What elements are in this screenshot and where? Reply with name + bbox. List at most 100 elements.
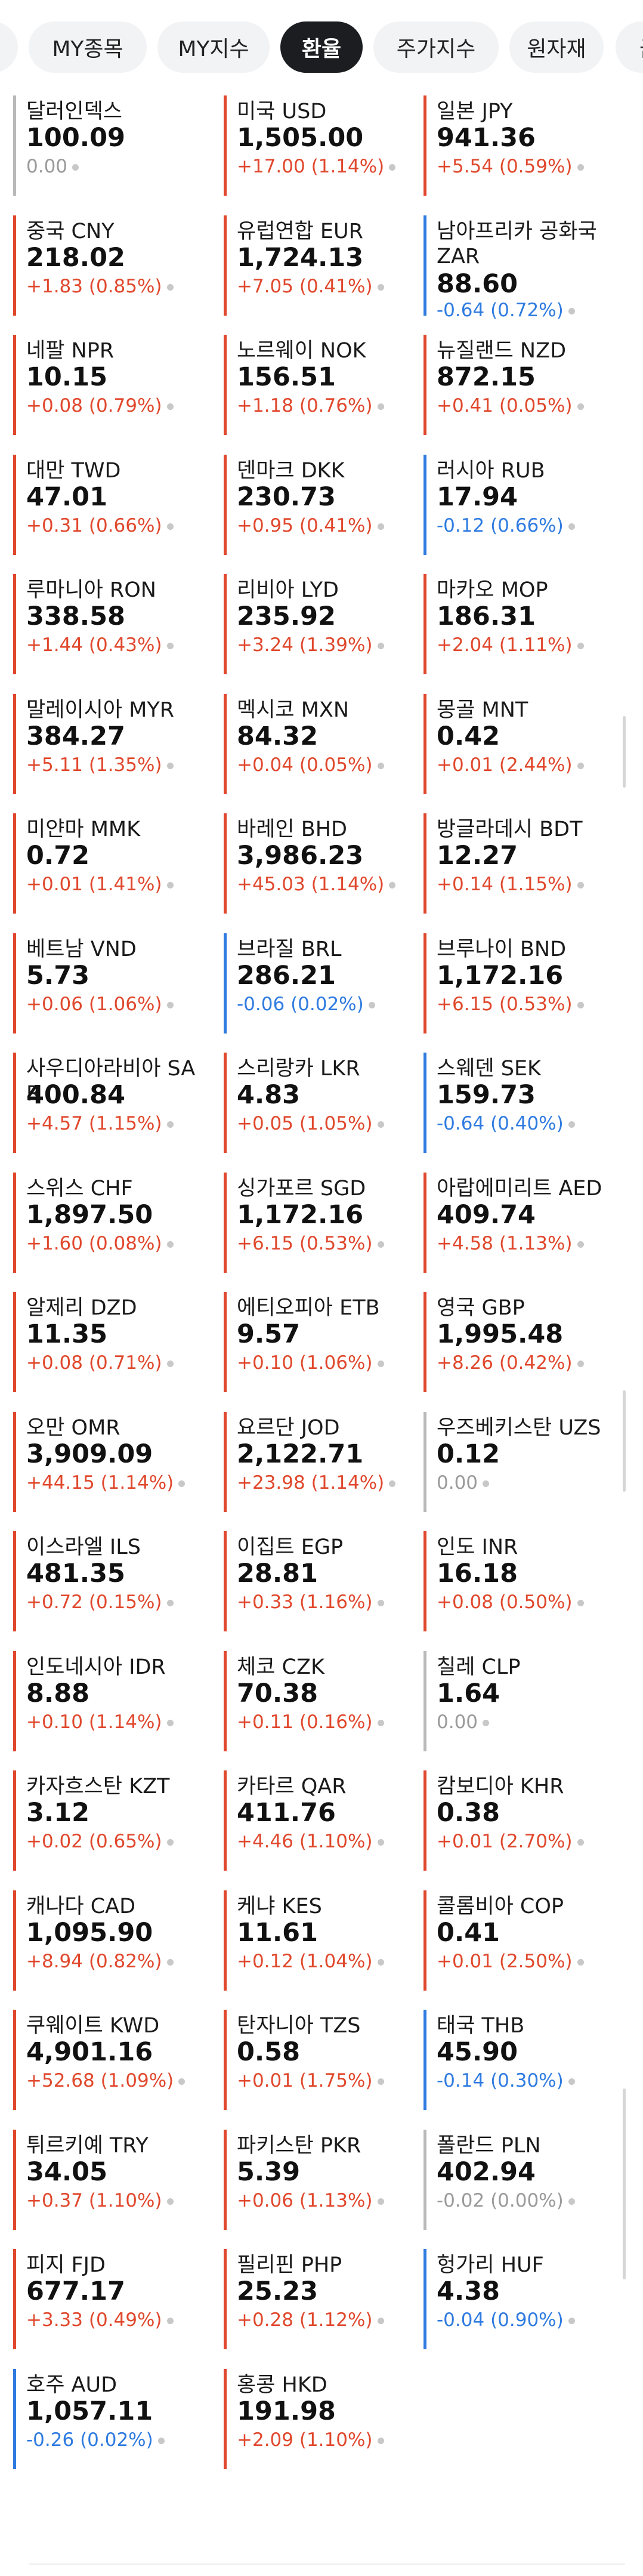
currency-card[interactable]: 스웨덴 SEK 159.73 -0.64 (0.40%) bbox=[423, 1053, 620, 1172]
currency-name: 카자흐스탄 KZT bbox=[26, 1775, 170, 1798]
status-dot-icon bbox=[377, 1121, 384, 1128]
status-dot-icon bbox=[577, 1600, 584, 1606]
currency-card[interactable]: 몽골 MNT 0.42 +0.01 (2.44%) bbox=[423, 694, 620, 813]
currency-card[interactable]: 리비아 LYD 235.92 +3.24 (1.39%) bbox=[224, 574, 421, 693]
currency-card[interactable]: 미국 USD 1,505.00 +17.00 (1.14%) bbox=[224, 95, 421, 215]
tab-my-indices[interactable]: MY지수 bbox=[157, 21, 270, 73]
currency-card[interactable]: 싱가포르 SGD 1,172.16 +6.15 (0.53%) bbox=[224, 1173, 421, 1292]
currency-card[interactable]: 인도네시아 IDR 8.88 +0.10 (1.14%) bbox=[13, 1651, 210, 1770]
change-indicator-bar bbox=[423, 1292, 426, 1392]
currency-change: +0.06 (1.06%) bbox=[26, 993, 174, 1016]
currency-card[interactable]: 칠레 CLP 1.64 0.00 bbox=[423, 1651, 620, 1770]
currency-card[interactable]: 튀르키예 TRY 34.05 +0.37 (1.10%) bbox=[13, 2130, 210, 2249]
currency-card[interactable]: 덴마크 DKK 230.73 +0.95 (0.41%) bbox=[224, 455, 421, 574]
tab-gold[interactable]: 금 bbox=[616, 21, 643, 73]
change-indicator-bar bbox=[423, 933, 426, 1034]
status-dot-icon bbox=[166, 1720, 174, 1726]
currency-card[interactable]: 요르단 JOD 2,122.71 +23.98 (1.14%) bbox=[224, 1412, 421, 1531]
currency-price: 338.58 bbox=[26, 601, 125, 631]
currency-card[interactable]: 체코 CZK 70.38 +0.11 (0.16%) bbox=[224, 1651, 421, 1770]
change-indicator-bar bbox=[224, 813, 227, 914]
currency-card[interactable]: 브라질 BRL 286.21 -0.06 (0.02%) bbox=[224, 933, 421, 1053]
currency-card[interactable]: 필리핀 PHP 25.23 +0.28 (1.12%) bbox=[224, 2249, 421, 2368]
currency-card[interactable]: 캄보디아 KHR 0.38 +0.01 (2.70%) bbox=[423, 1770, 620, 1890]
currency-card[interactable]: 달러인덱스 100.09 0.00 bbox=[13, 95, 210, 215]
currency-card[interactable]: 스리랑카 LKR 4.83 +0.05 (1.05%) bbox=[224, 1053, 421, 1172]
currency-price: 218.02 bbox=[26, 243, 125, 273]
currency-card[interactable]: 탄자니아 TZS 0.58 +0.01 (1.75%) bbox=[224, 2010, 421, 2129]
change-value: +0.01 (1.75%) bbox=[237, 2070, 373, 2091]
currency-price: 411.76 bbox=[237, 1798, 336, 1828]
currency-card[interactable]: 쿠웨이트 KWD 4,901.16 +52.68 (1.09%) bbox=[13, 2010, 210, 2129]
change-indicator-bar bbox=[423, 1651, 426, 1751]
change-value: +0.41 (0.05%) bbox=[437, 395, 573, 417]
currency-card[interactable]: 브루나이 BND 1,172.16 +6.15 (0.53%) bbox=[423, 933, 620, 1053]
currency-card[interactable]: 네팔 NPR 10.15 +0.08 (0.79%) bbox=[13, 335, 210, 454]
currency-name: 카타르 QAR bbox=[237, 1775, 347, 1798]
currency-card[interactable]: 인도 INR 16.18 +0.08 (0.50%) bbox=[423, 1531, 620, 1651]
currency-card[interactable]: 에티오피아 ETB 9.57 +0.10 (1.06%) bbox=[224, 1292, 421, 1411]
change-value: 0.00 bbox=[437, 1711, 478, 1733]
currency-card[interactable]: 우즈베키스탄 UZS 0.12 0.00 bbox=[423, 1412, 620, 1531]
currency-card[interactable]: 노르웨이 NOK 156.51 +1.18 (0.76%) bbox=[224, 335, 421, 454]
status-dot-icon bbox=[577, 1959, 584, 1966]
scrollbar-thumb[interactable] bbox=[623, 2088, 626, 2279]
currency-card[interactable]: 방글라데시 BDT 12.27 +0.14 (1.15%) bbox=[423, 813, 620, 933]
change-value: +44.15 (1.14%) bbox=[26, 1472, 174, 1494]
currency-card[interactable]: 스위스 CHF 1,897.50 +1.60 (0.08%) bbox=[13, 1173, 210, 1292]
currency-change: +5.54 (0.59%) bbox=[437, 155, 584, 178]
currency-card[interactable]: 이집트 EGP 28.81 +0.33 (1.16%) bbox=[224, 1531, 421, 1651]
currency-price: 9.57 bbox=[237, 1319, 301, 1349]
currency-card[interactable]: 남아프리카 공화국 ZAR 88.60 -0.64 (0.72%) bbox=[423, 215, 620, 335]
currency-card[interactable]: 베트남 VND 5.73 +0.06 (1.06%) bbox=[13, 933, 210, 1053]
currency-card[interactable]: 대만 TWD 47.01 +0.31 (0.66%) bbox=[13, 455, 210, 574]
currency-card[interactable]: 러시아 RUB 17.94 -0.12 (0.66%) bbox=[423, 455, 620, 574]
currency-change: +0.01 (1.75%) bbox=[237, 2069, 384, 2092]
status-dot-icon bbox=[568, 308, 575, 314]
currency-card[interactable]: 알제리 DZD 11.35 +0.08 (0.71%) bbox=[13, 1292, 210, 1411]
currency-card[interactable]: 태국 THB 45.90 -0.14 (0.30%) bbox=[423, 2010, 620, 2129]
tab-stock-indices[interactable]: 주가지수 bbox=[373, 21, 499, 73]
tab-commodities[interactable]: 원자재 bbox=[509, 21, 604, 73]
currency-card[interactable]: 피지 FJD 677.17 +3.33 (0.49%) bbox=[13, 2249, 210, 2368]
status-dot-icon bbox=[483, 1720, 490, 1726]
currency-card[interactable]: 멕시코 MXN 84.32 +0.04 (0.05%) bbox=[224, 694, 421, 813]
currency-card[interactable]: 이스라엘 ILS 481.35 +0.72 (0.15%) bbox=[13, 1531, 210, 1651]
currency-card[interactable]: 헝가리 HUF 4.38 -0.04 (0.90%) bbox=[423, 2249, 620, 2368]
currency-card[interactable]: 루마니아 RON 338.58 +1.44 (0.43%) bbox=[13, 574, 210, 693]
tab-exchange-rate[interactable]: 환율 bbox=[280, 21, 363, 73]
currency-card[interactable]: 미얀마 MMK 0.72 +0.01 (1.41%) bbox=[13, 813, 210, 933]
currency-card[interactable]: 카자흐스탄 KZT 3.12 +0.02 (0.65%) bbox=[13, 1770, 210, 1890]
currency-card[interactable]: 말레이시아 MYR 384.27 +5.11 (1.35%) bbox=[13, 694, 210, 813]
tab-my-stocks[interactable]: MY종목 bbox=[29, 21, 147, 73]
currency-card[interactable]: 아랍에미리트 AED 409.74 +4.58 (1.13%) bbox=[423, 1173, 620, 1292]
change-indicator-bar bbox=[13, 1651, 16, 1751]
currency-card[interactable]: 사우디아라비아 SAR 400.84 +4.57 (1.15%) bbox=[13, 1053, 210, 1172]
currency-price: 402.94 bbox=[437, 2157, 536, 2187]
status-dot-icon bbox=[72, 164, 79, 171]
currency-card[interactable]: 오만 OMR 3,909.09 +44.15 (1.14%) bbox=[13, 1412, 210, 1531]
change-value: +4.57 (1.15%) bbox=[26, 1113, 162, 1134]
currency-card[interactable]: 콜롬비아 COP 0.41 +0.01 (2.50%) bbox=[423, 1890, 620, 2010]
change-indicator-bar bbox=[224, 95, 227, 196]
currency-card[interactable]: 폴란드 PLN 402.94 -0.02 (0.00%) bbox=[423, 2130, 620, 2249]
change-value: -0.02 (0.00%) bbox=[437, 2190, 564, 2211]
currency-card[interactable]: 홍콩 HKD 191.98 +2.09 (1.10%) bbox=[224, 2369, 421, 2488]
currency-card[interactable]: 일본 JPY 941.36 +5.54 (0.59%) bbox=[423, 95, 620, 215]
currency-card[interactable]: 마카오 MOP 186.31 +2.04 (1.11%) bbox=[423, 574, 620, 693]
currency-name: 헝가리 HUF bbox=[437, 2253, 544, 2277]
currency-card[interactable]: 바레인 BHD 3,986.23 +45.03 (1.14%) bbox=[224, 813, 421, 933]
currency-card[interactable]: 중국 CNY 218.02 +1.83 (0.85%) bbox=[13, 215, 210, 335]
currency-card[interactable]: 케냐 KES 11.61 +0.12 (1.04%) bbox=[224, 1890, 421, 2010]
currency-card[interactable]: 파키스탄 PKR 5.39 +0.06 (1.13%) bbox=[224, 2130, 421, 2249]
currency-card[interactable]: 호주 AUD 1,057.11 -0.26 (0.02%) bbox=[13, 2369, 210, 2488]
currency-card[interactable]: 캐나다 CAD 1,095.90 +8.94 (0.82%) bbox=[13, 1890, 210, 2010]
currency-name: 탄자니아 TZS bbox=[237, 2014, 361, 2038]
tab-previous-partial[interactable] bbox=[0, 21, 18, 73]
currency-card[interactable]: 영국 GBP 1,995.48 +8.26 (0.42%) bbox=[423, 1292, 620, 1411]
currency-card[interactable]: 뉴질랜드 NZD 872.15 +0.41 (0.05%) bbox=[423, 335, 620, 454]
currency-card[interactable]: 유럽연합 EUR 1,724.13 +7.05 (0.41%) bbox=[224, 215, 421, 335]
currency-card[interactable]: 카타르 QAR 411.76 +4.46 (1.10%) bbox=[224, 1770, 421, 1890]
currency-name: 러시아 RUB bbox=[437, 459, 545, 483]
status-dot-icon bbox=[166, 643, 174, 649]
